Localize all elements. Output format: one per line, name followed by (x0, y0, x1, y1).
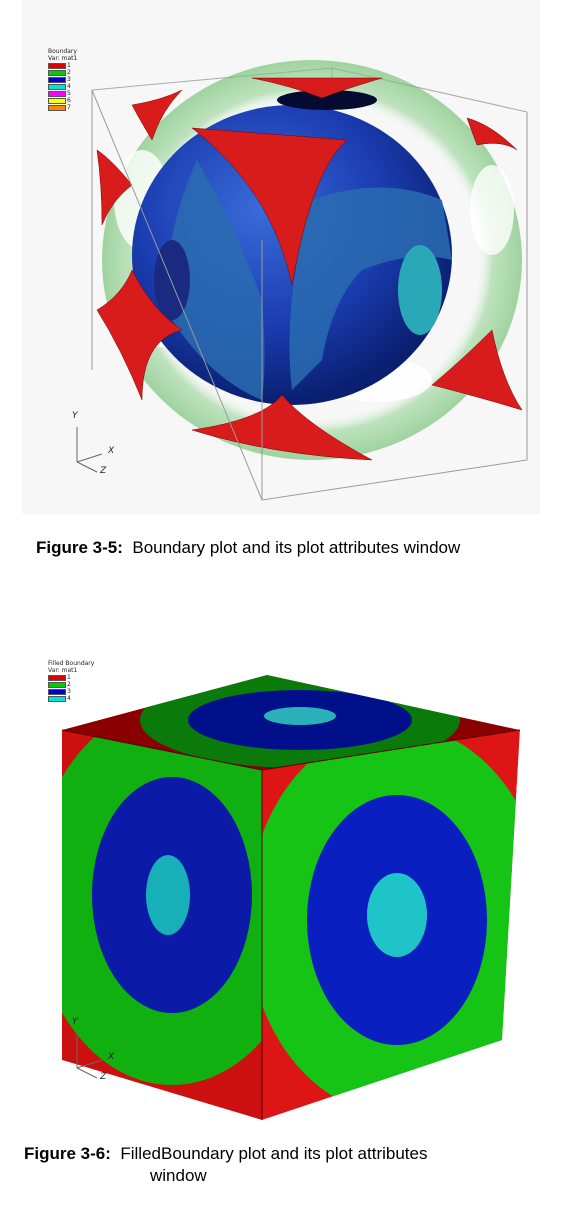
axis-label-x: X (108, 1052, 115, 1062)
legend-entry: 4 (48, 695, 94, 702)
legend-swatch (48, 97, 66, 104)
legend-var: Var: mat1 (48, 55, 78, 62)
legend-swatch (48, 83, 66, 90)
axis-label-z: Z (100, 1072, 107, 1082)
legend-swatch (48, 90, 66, 97)
legend-entry: 2 (48, 69, 77, 76)
axis-label-y: Y (72, 411, 78, 421)
legend-swatch (48, 62, 66, 69)
legend-swatch (48, 681, 66, 688)
figure-3-6-caption-line2: window (150, 1166, 207, 1185)
legend-entry: 4 (48, 83, 77, 90)
legend-label: 1 (67, 674, 71, 681)
boundary-plot-render (76, 60, 528, 501)
legend-label: 2 (67, 69, 71, 76)
legend-label: 7 (67, 104, 71, 111)
cube-right-face (262, 730, 520, 1120)
legend-label: 5 (67, 90, 71, 97)
legend-label: 3 (67, 688, 71, 695)
legend-swatch (48, 674, 66, 681)
bounding-box-front (91, 89, 528, 501)
legend-label: 2 (67, 681, 71, 688)
legend-entry: 1 (48, 674, 94, 681)
figure-3-6-caption: Figure 3-6: FilledBoundary plot and its … (24, 1143, 427, 1164)
axis-triad (76, 427, 103, 473)
cube-left-face (62, 730, 262, 1120)
figure-3-5-caption: Figure 3-5: Boundary plot and its plot a… (36, 537, 460, 558)
caption-number: Figure 3-6: (24, 1144, 111, 1163)
axis-label-y: Y (72, 1017, 78, 1027)
cyan-hole-right (398, 245, 442, 335)
legend-entry: 2 (48, 681, 94, 688)
filled-boundary-render (61, 675, 521, 1120)
legend-swatch (48, 688, 66, 695)
axis-label-z: Z (100, 466, 107, 476)
legend-label: 3 (67, 76, 71, 83)
caption-text: Boundary plot and its plot attributes wi… (132, 538, 461, 557)
legend-entry: 3 (48, 76, 77, 83)
legend-swatch (48, 76, 66, 83)
legend-title: Filled Boundary (48, 660, 95, 667)
cube-edges (61, 729, 521, 1120)
red-boundary-surfaces (96, 77, 523, 461)
legend-var: Var: mat1 (48, 667, 78, 674)
legend-label: 6 (67, 97, 71, 104)
caption-text: FilledBoundary plot and its plot attribu… (120, 1144, 428, 1163)
legend-swatch (48, 69, 66, 76)
legend-label: 1 (67, 62, 71, 69)
legend-label: 4 (67, 83, 71, 90)
axis-label-x: X (108, 446, 115, 456)
legend-entry: 3 (48, 688, 94, 695)
legend-swatch (48, 695, 66, 702)
legend-label: 4 (67, 695, 71, 702)
axis-triad (76, 1033, 103, 1079)
legend-entry: 7 (48, 104, 77, 111)
legend-swatch (48, 104, 66, 111)
caption-number: Figure 3-5: (36, 538, 123, 557)
legend-entry: 1 (48, 62, 77, 69)
legend-entry: 6 (48, 97, 77, 104)
legend-title: Boundary (48, 48, 77, 55)
legend-entry: 5 (48, 90, 77, 97)
